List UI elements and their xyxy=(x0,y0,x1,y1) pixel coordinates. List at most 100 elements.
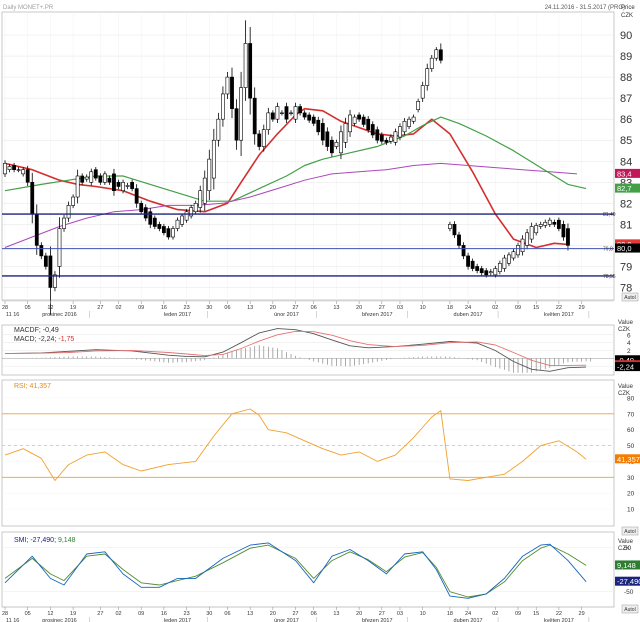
ruler-bottom-month-1: leden 2017 xyxy=(164,618,191,622)
smi-tag-label-1: -27,490 xyxy=(617,577,640,586)
ruler-top-year-prefix: 11 16 xyxy=(6,312,19,318)
ruler-top-day-20: 18 xyxy=(447,305,453,311)
price-candle-124 xyxy=(566,228,570,246)
auto-scale-button-2[interactable] xyxy=(621,526,639,536)
price-candle-35 xyxy=(162,226,166,234)
price-candle-55 xyxy=(252,97,257,135)
macd-tag-2 xyxy=(615,362,640,372)
price-candle-13 xyxy=(62,217,66,229)
macd-signal-line xyxy=(4,330,587,366)
price-candle-9 xyxy=(43,255,48,267)
auto-scale-button-3[interactable] xyxy=(621,604,639,614)
auto-scale-button-1[interactable] xyxy=(621,292,639,302)
ruler-bottom-year-prefix: 11 16 xyxy=(6,618,19,622)
price-tick-87: 87 xyxy=(620,93,632,105)
smi-signal-line xyxy=(4,544,587,598)
smi-tag-1 xyxy=(615,576,640,586)
price-candle-91 xyxy=(416,101,421,111)
ruler-top-day-16: 20 xyxy=(356,305,362,311)
price-candle-16 xyxy=(75,175,80,198)
price-candle-88 xyxy=(402,120,407,133)
price-candle-76 xyxy=(348,114,352,133)
rsi-axis-title-1: Value xyxy=(618,384,634,390)
price-tick-89: 89 xyxy=(620,51,632,63)
price-candle-82 xyxy=(375,129,380,141)
price-candle-100 xyxy=(457,234,461,246)
price-candle-85 xyxy=(388,136,393,142)
price-candle-81 xyxy=(370,124,375,136)
ruler-top-day-13: 27 xyxy=(292,305,298,311)
ruler-top-day-7: 16 xyxy=(161,305,167,311)
price-candle-36 xyxy=(166,228,171,238)
ruler-top-day-15: 13 xyxy=(333,305,339,311)
rsi-tick-4: 50 xyxy=(627,443,635,450)
price-level-label-0: 81,49 xyxy=(603,212,616,218)
price-candle-42 xyxy=(193,203,198,213)
price-panel-frame xyxy=(1,11,615,301)
price-candle-94 xyxy=(429,57,434,69)
ruler-bottom-day-19: 10 xyxy=(420,611,426,617)
ruler-top-day-2: 12 xyxy=(47,305,53,311)
price-candle-72 xyxy=(329,139,334,154)
price-candle-26 xyxy=(121,181,125,192)
price-candle-113 xyxy=(516,245,520,256)
price-axis-title-1: Price xyxy=(621,5,635,11)
smi-axis-title-2: CZK xyxy=(618,546,630,552)
price-candle-69 xyxy=(316,119,321,133)
price-candle-68 xyxy=(311,116,316,124)
price-candle-5 xyxy=(25,169,30,183)
price-candle-33 xyxy=(152,217,157,227)
price-candle-19 xyxy=(89,171,94,183)
date-ruler-bottom: 28 05 12 19 27 02 09 16 23 30 06 13 20 27 06 13 20 27 03 10… xyxy=(2,606,614,622)
auto-scale-label-3: Autol xyxy=(624,607,635,613)
price-candle-121 xyxy=(552,221,557,225)
price-candle-8 xyxy=(39,245,44,257)
price-candle-78 xyxy=(357,114,362,120)
ruler-top-day-23: 09 xyxy=(515,305,521,311)
price-candle-60 xyxy=(275,106,280,120)
price-candle-46 xyxy=(211,139,216,179)
ruler-top-day-26: 29 xyxy=(579,305,585,311)
ruler-bottom-day-15: 13 xyxy=(333,611,339,617)
ruler-bottom-day-1: 05 xyxy=(25,611,31,617)
price-tick-84: 84 xyxy=(620,156,632,168)
price-candle-66 xyxy=(302,112,307,118)
ruler-top-month-2: únor 2017 xyxy=(274,312,299,318)
macd-header-2-prefix: MACD; -2,24; xyxy=(14,336,58,343)
ruler-top-day-6: 09 xyxy=(138,305,144,311)
price-tag-3 xyxy=(615,243,640,253)
price-candle-12 xyxy=(57,228,62,267)
price-candle-106 xyxy=(484,270,489,276)
price-level-label-1: 79,8 xyxy=(603,247,613,253)
smi-header: SMI; -27,490; 9,148 xyxy=(14,537,76,544)
price-tag-0 xyxy=(615,168,640,178)
price-candle-29 xyxy=(134,188,139,204)
macd-header-2-value: -1,75 xyxy=(58,336,74,343)
macd-panel-frame xyxy=(1,324,615,376)
price-candle-1 xyxy=(7,166,12,170)
price-candle-45 xyxy=(207,158,212,192)
ruler-bottom-month-3: březen 2017 xyxy=(362,618,393,622)
price-candle-20 xyxy=(93,169,98,179)
price-candle-83 xyxy=(379,134,384,142)
price-tag-label-0: 83,4 xyxy=(617,169,632,178)
ruler-top-day-1: 05 xyxy=(25,305,31,311)
price-candle-123 xyxy=(561,224,566,238)
ruler-top-day-14: 06 xyxy=(311,305,317,311)
price-tick-88: 88 xyxy=(620,72,632,84)
price-candle-31 xyxy=(143,207,148,219)
ruler-top-day-9: 30 xyxy=(206,305,212,311)
ruler-top-day-12: 20 xyxy=(270,305,276,311)
macd-line xyxy=(4,328,587,372)
price-candle-14 xyxy=(66,205,71,219)
smi-header-prefix: SMI; -27,490; xyxy=(14,537,58,544)
ruler-bottom-day-25: 22 xyxy=(556,611,562,617)
ruler-bottom-day-14: 06 xyxy=(311,611,317,617)
rsi-levels xyxy=(2,413,614,478)
price-candle-110 xyxy=(502,257,507,269)
price-candle-52 xyxy=(239,87,243,141)
macd-header-1: MACDF; -0,49 xyxy=(14,327,59,334)
price-tick-81: 81 xyxy=(620,219,632,231)
ruler-top-day-10: 06 xyxy=(224,305,230,311)
